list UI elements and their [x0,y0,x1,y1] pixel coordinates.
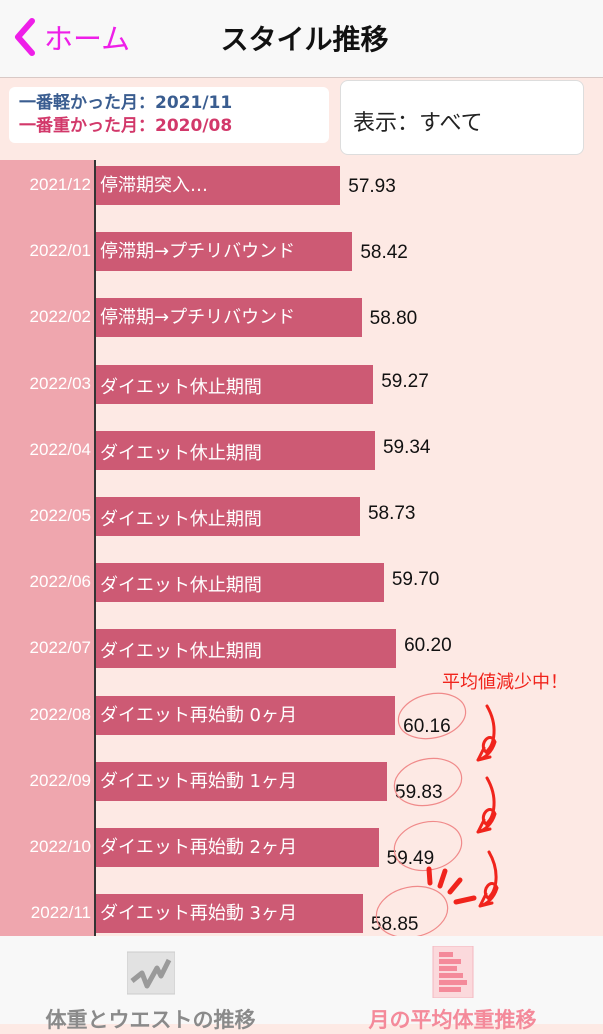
bar-date: 2022/08 [29,704,91,724]
bar-value: 59.83 [395,781,443,803]
annotation-text: 平均値減少中！ [442,672,568,693]
bar: ダイエット休止期間 [96,629,397,669]
bar-date: 2022/06 [29,572,91,592]
chevron-left-icon [15,18,35,56]
bar-date: 2022/01 [29,241,91,261]
bar-value: 60.16 [403,715,451,737]
bar-value: 59.70 [391,569,440,591]
bar: ダイエット休止期間 [96,497,360,536]
back-label: ホーム [44,22,131,56]
bar-date: 2022/07 [29,638,91,658]
navigation-bar: ホーム スタイル推移 [0,0,603,78]
bar: ダイエット休止期間 [96,430,375,470]
chart-axis [94,160,96,936]
summary-box: 一番軽かった月：2021/11 一番重かった月：2020/08 [9,87,329,143]
bar-date: 2022/03 [29,373,91,393]
tab-label: 月の平均体重推移 [368,1008,537,1032]
bar: ダイエット再始動 1ヶ月 [96,761,388,801]
page-title: スタイル推移 [220,23,389,56]
heaviest-month: 一番重かった月：2020/08 [19,116,233,136]
bar: 停滞期→プチリバウンド [96,232,353,272]
bar-value: 60.20 [404,635,452,657]
emphasis-marks [426,866,477,905]
bar-value: 57.93 [348,176,396,197]
bar-value: 58.80 [369,308,418,330]
tab-monthly-average[interactable]: 月の平均体重推移 [302,936,603,1032]
bar-date: 2022/10 [29,837,91,856]
tab-weight-waist-trend[interactable]: 体重とウエストの推移 [0,936,301,1032]
bar-date: 2022/04 [29,439,91,459]
date-column [0,160,95,936]
line-chart-icon [126,951,175,995]
bar: ダイエット再始動 0ヶ月 [96,695,396,735]
tab-bar: 体重とウエストの推移 月の平均体重推移 [0,936,603,1032]
bar: 停滞期→プチリバウンド [96,298,362,338]
bar-chart-icon [432,945,473,999]
bar-value: 58.42 [360,242,408,264]
bar: ダイエット休止期間 [96,563,384,603]
arrow-marks [476,704,499,908]
lightest-month: 一番軽かった月：2021/11 [19,93,233,113]
bar-value: 59.27 [381,370,429,392]
bar: ダイエット再始動 2ヶ月 [96,828,379,867]
bar-date: 2022/09 [29,770,91,790]
back-button[interactable]: ホーム [14,16,130,58]
bar-date: 2022/02 [29,307,91,327]
display-filter-button[interactable]: 表示：すべて [340,80,584,155]
bar-value: 59.34 [382,436,431,458]
bar-date: 2022/05 [29,506,91,525]
bar-value: 59.49 [386,848,435,869]
bar-date: 2021/12 [29,175,91,194]
bar: ダイエット再始動 3ヶ月 [96,894,363,934]
tab-label: 体重とウエストの推移 [45,1008,256,1032]
bar: ダイエット休止期間 [96,364,374,404]
bar-value: 58.85 [370,914,419,936]
bar-value: 58.73 [367,503,416,524]
bar: 停滞期突入… [96,166,341,205]
bar-date: 2022/11 [30,903,91,923]
